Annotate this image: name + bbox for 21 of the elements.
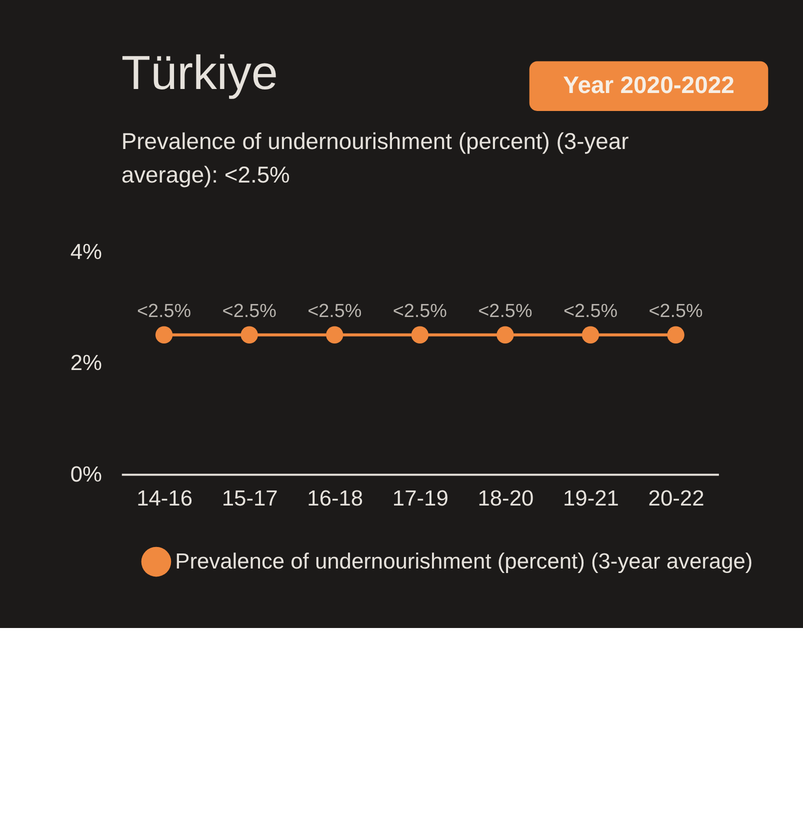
- data-label: <2.5%: [478, 300, 532, 322]
- legend-label: Prevalence of undernourishment (percent) (3-year average): [175, 548, 753, 574]
- chart-title: Türkiye: [121, 47, 278, 100]
- x-tick-label: 18-20: [478, 486, 534, 511]
- x-tick-label: 19-21: [563, 486, 619, 511]
- x-tick-label: 14-16: [136, 486, 193, 511]
- data-label: <2.5%: [563, 300, 618, 322]
- y-tick-label: 2%: [70, 350, 102, 376]
- y-tick-label: 0%: [70, 462, 102, 487]
- data-label: <2.5%: [392, 300, 448, 322]
- data-label: <2.5%: [136, 300, 192, 322]
- text: Year 2020-2022: [563, 72, 734, 100]
- x-tick-label: 15-17: [222, 486, 278, 511]
- y-tick-label: 4%: [70, 238, 102, 264]
- data-label: <2.5%: [648, 300, 704, 322]
- data-label: <2.5%: [308, 300, 362, 322]
- data-label: <2.5%: [222, 300, 277, 322]
- x-tick-label: 16-18: [307, 486, 364, 511]
- x-tick-label: 17-19: [392, 486, 448, 511]
- x-tick-label: 20-22: [648, 486, 704, 511]
- chart-subtitle: Prevalence of undernourishment (percent) (3-year average): <2.5%: [121, 128, 630, 188]
